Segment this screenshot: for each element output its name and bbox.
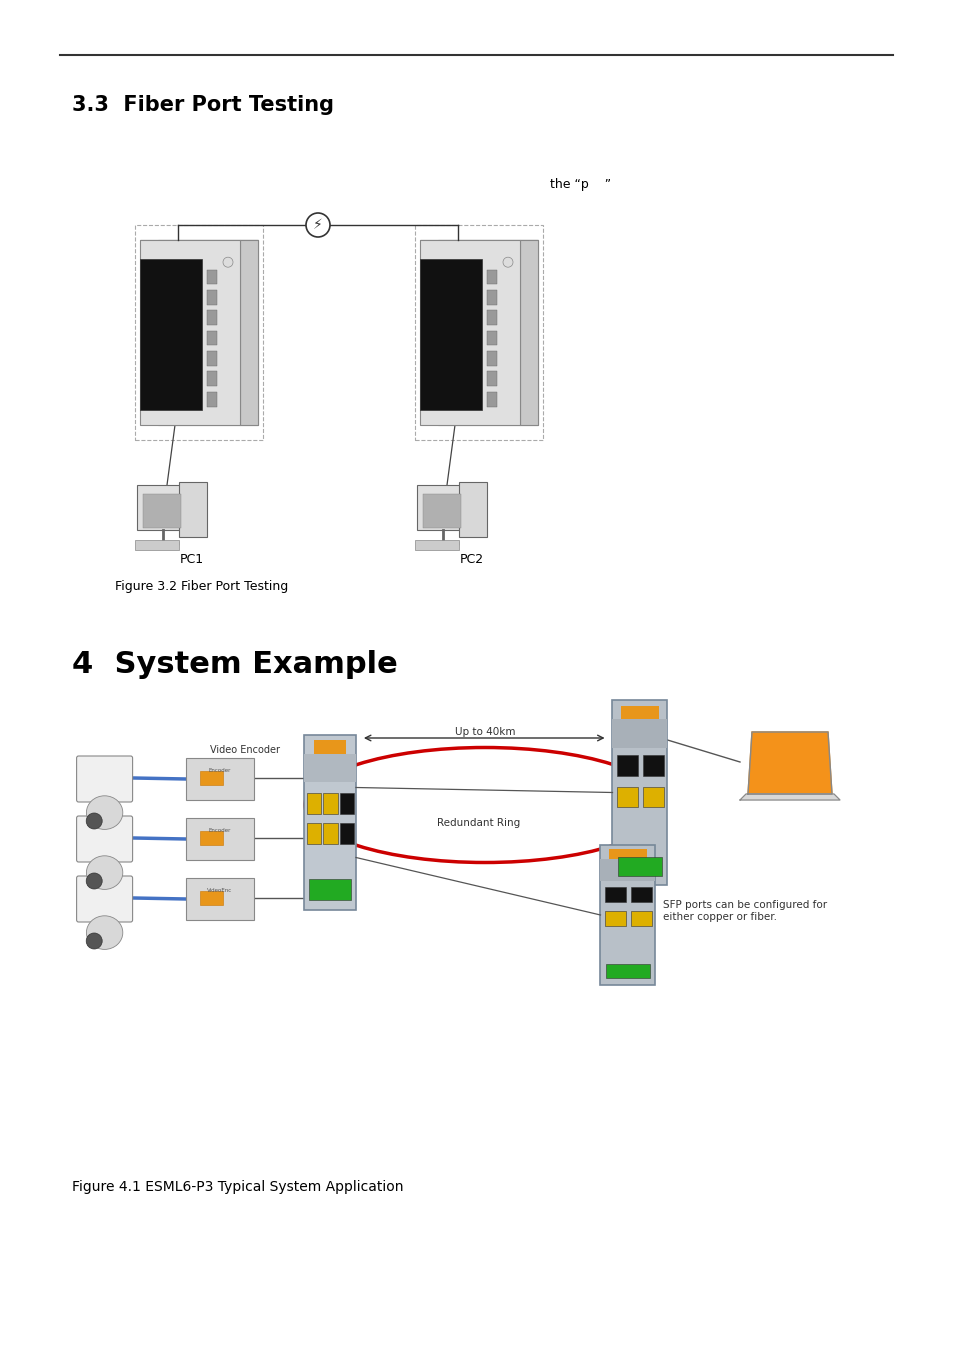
Text: 3.3  Fiber Port Testing: 3.3 Fiber Port Testing (71, 95, 334, 115)
Ellipse shape (87, 856, 123, 890)
FancyBboxPatch shape (486, 392, 497, 406)
FancyBboxPatch shape (186, 818, 253, 860)
FancyBboxPatch shape (304, 755, 355, 782)
FancyBboxPatch shape (207, 290, 216, 305)
Text: PC1: PC1 (180, 554, 204, 566)
FancyBboxPatch shape (419, 240, 519, 425)
FancyBboxPatch shape (207, 270, 216, 285)
FancyBboxPatch shape (309, 879, 351, 899)
FancyBboxPatch shape (76, 815, 132, 863)
Polygon shape (437, 240, 537, 425)
FancyBboxPatch shape (323, 822, 337, 844)
FancyBboxPatch shape (422, 494, 460, 528)
FancyBboxPatch shape (604, 911, 625, 926)
Polygon shape (158, 240, 257, 425)
FancyBboxPatch shape (339, 822, 355, 844)
FancyBboxPatch shape (199, 830, 223, 845)
Text: ⚡: ⚡ (313, 217, 322, 232)
FancyBboxPatch shape (631, 911, 652, 926)
Ellipse shape (87, 915, 123, 949)
FancyBboxPatch shape (617, 787, 638, 807)
FancyBboxPatch shape (207, 331, 216, 346)
Text: Up to 40km: Up to 40km (455, 728, 515, 737)
Text: Encoder: Encoder (209, 768, 231, 774)
FancyBboxPatch shape (140, 258, 202, 410)
Circle shape (86, 873, 102, 890)
FancyBboxPatch shape (618, 857, 661, 876)
FancyBboxPatch shape (304, 734, 355, 910)
FancyBboxPatch shape (323, 792, 337, 814)
Polygon shape (747, 732, 831, 794)
Text: Figure 4.1 ESML6-P3 Typical System Application: Figure 4.1 ESML6-P3 Typical System Appli… (71, 1180, 403, 1193)
FancyBboxPatch shape (306, 822, 321, 844)
Circle shape (306, 213, 330, 238)
FancyBboxPatch shape (599, 859, 655, 882)
FancyBboxPatch shape (486, 331, 497, 346)
FancyBboxPatch shape (207, 310, 216, 325)
FancyBboxPatch shape (486, 290, 497, 305)
FancyBboxPatch shape (137, 485, 189, 531)
Ellipse shape (87, 795, 123, 829)
FancyBboxPatch shape (604, 887, 625, 902)
FancyBboxPatch shape (608, 849, 646, 861)
FancyBboxPatch shape (207, 351, 216, 366)
FancyBboxPatch shape (207, 392, 216, 406)
FancyBboxPatch shape (419, 258, 481, 410)
FancyBboxPatch shape (620, 706, 659, 722)
FancyBboxPatch shape (306, 792, 321, 814)
FancyBboxPatch shape (612, 718, 667, 748)
FancyBboxPatch shape (415, 540, 458, 549)
Polygon shape (519, 240, 537, 425)
Circle shape (502, 258, 513, 267)
FancyBboxPatch shape (486, 310, 497, 325)
FancyBboxPatch shape (416, 485, 469, 531)
FancyBboxPatch shape (135, 540, 179, 549)
Text: SFP ports can be configured for
either copper or fiber.: SFP ports can be configured for either c… (662, 900, 827, 922)
FancyBboxPatch shape (642, 756, 663, 776)
FancyBboxPatch shape (186, 878, 253, 919)
FancyBboxPatch shape (199, 771, 223, 786)
Circle shape (86, 813, 102, 829)
FancyBboxPatch shape (486, 351, 497, 366)
FancyBboxPatch shape (486, 371, 497, 386)
Circle shape (86, 933, 102, 949)
Polygon shape (740, 794, 840, 801)
FancyBboxPatch shape (186, 757, 253, 801)
FancyBboxPatch shape (458, 482, 486, 537)
FancyBboxPatch shape (143, 494, 181, 528)
FancyBboxPatch shape (314, 740, 345, 757)
Text: Redundant Ring: Redundant Ring (436, 818, 520, 828)
Polygon shape (240, 240, 257, 425)
Text: 4  System Example: 4 System Example (71, 649, 397, 679)
Text: Encoder: Encoder (209, 828, 231, 833)
FancyBboxPatch shape (617, 756, 638, 776)
Text: Figure 3.2 Fiber Port Testing: Figure 3.2 Fiber Port Testing (115, 580, 288, 593)
Circle shape (223, 258, 233, 267)
Text: VideoEnc: VideoEnc (207, 888, 233, 894)
FancyBboxPatch shape (76, 756, 132, 802)
FancyBboxPatch shape (207, 371, 216, 386)
FancyBboxPatch shape (605, 964, 649, 977)
FancyBboxPatch shape (199, 891, 223, 906)
Text: Video Encoder: Video Encoder (210, 745, 280, 755)
FancyBboxPatch shape (642, 787, 663, 807)
FancyBboxPatch shape (140, 240, 240, 425)
FancyBboxPatch shape (486, 270, 497, 285)
Text: the “p    ”: the “p ” (550, 178, 611, 190)
Text: PC2: PC2 (459, 554, 483, 566)
FancyBboxPatch shape (599, 845, 655, 986)
FancyBboxPatch shape (612, 701, 667, 886)
FancyBboxPatch shape (339, 792, 355, 814)
FancyBboxPatch shape (76, 876, 132, 922)
FancyBboxPatch shape (179, 482, 207, 537)
FancyBboxPatch shape (631, 887, 652, 902)
